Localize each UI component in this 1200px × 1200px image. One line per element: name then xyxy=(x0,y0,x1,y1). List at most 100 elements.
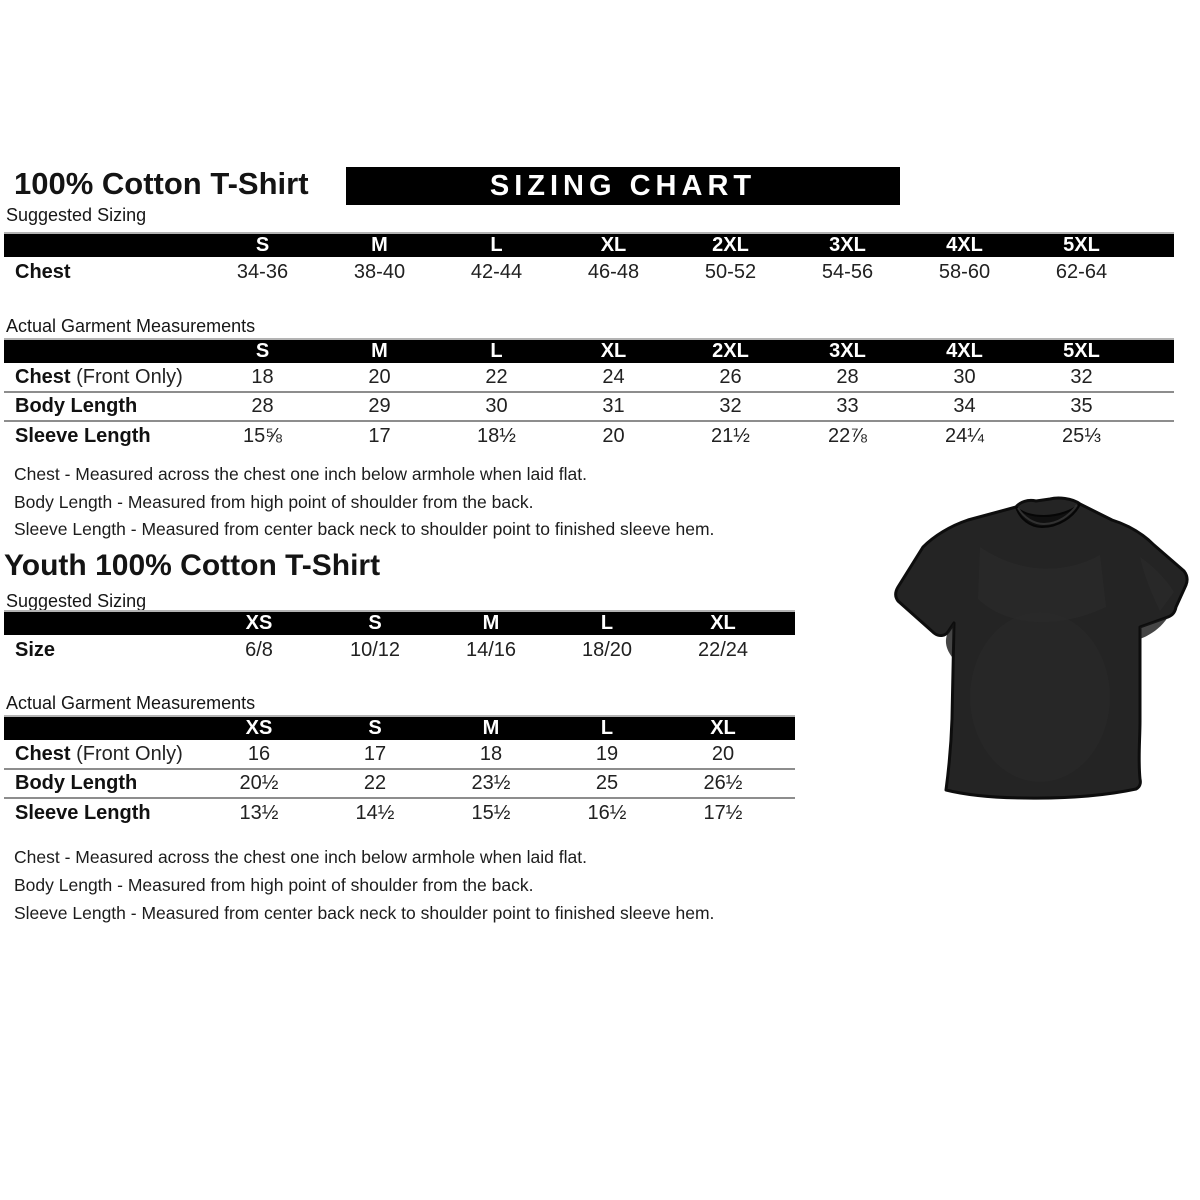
size-column-header: 4XL xyxy=(906,233,1023,257)
size-column-header: M xyxy=(321,233,438,257)
measurement-cell: 22 xyxy=(317,768,433,798)
measurement-cell: 34 xyxy=(906,391,1023,421)
measurement-cell: 15½ xyxy=(433,797,549,827)
measurement-cell: 22⅞ xyxy=(789,420,906,450)
measurement-row: Chest 34-36 38-40 42-44 46-48 50-52 54-56 58-60… xyxy=(4,257,1174,288)
measurement-cell: 22/24 xyxy=(697,639,749,661)
adult-actual-measurements-table: S M L XL 2XL 3XL 4XL 5XL Chest (Front Only) 18 20 2… xyxy=(4,338,1174,450)
measurement-cell: 16 xyxy=(247,742,271,765)
size-column-header: S xyxy=(317,611,433,635)
size-column-header: 5XL xyxy=(1023,339,1140,363)
adult-actual-measurements-label: Actual Garment Measurements xyxy=(6,316,256,336)
note-body-length-definition: Body Length - Measured from high point o… xyxy=(14,875,534,895)
size-column-header: L xyxy=(438,233,555,257)
measurement-cell: 20½ xyxy=(201,768,317,798)
size-column-header: 3XL xyxy=(789,339,906,363)
measurement-cell: 19 xyxy=(595,742,619,765)
header-spacer xyxy=(4,611,201,635)
measurement-row: Body Length 28 29 30 31 32 33 34 35 xyxy=(4,391,1174,421)
measurement-cell: 14/16 xyxy=(465,639,517,661)
measurement-cell: 32 xyxy=(672,391,789,421)
measurement-cell: 13½ xyxy=(201,797,317,827)
measurement-cell: 25 xyxy=(549,768,665,798)
cell-spacer xyxy=(781,740,795,769)
header-spacer xyxy=(1140,339,1174,363)
size-column-header: L xyxy=(549,611,665,635)
size-column-header: S xyxy=(204,339,321,363)
size-column-header: 4XL xyxy=(906,339,1023,363)
measurement-row: Chest (Front Only) 16 17 18 19 20 xyxy=(4,740,795,769)
measurement-cell: 10/12 xyxy=(349,639,401,661)
size-column-header: XL xyxy=(555,233,672,257)
note-body-length-definition: Body Length - Measured from high point o… xyxy=(14,492,534,512)
measurement-cell: 18/20 xyxy=(581,639,633,661)
sizing-chart-banner: SIZING CHART xyxy=(346,167,900,205)
measurement-cell: 24¼ xyxy=(906,420,1023,450)
measurement-row: Sleeve Length 13½ 14½ 15½ 16½ 17½ xyxy=(4,797,795,827)
cell-spacer xyxy=(1140,363,1174,392)
size-column-header: XS xyxy=(201,716,317,740)
measurement-cell: 6/8 xyxy=(245,639,273,661)
youth-suggested-sizing-label: Suggested Sizing xyxy=(6,591,147,611)
row-label: Chest xyxy=(15,261,71,283)
cell-spacer xyxy=(1140,391,1174,421)
size-column-header: 2XL xyxy=(672,233,789,257)
header-spacer xyxy=(781,716,795,740)
measurement-cell: 18½ xyxy=(438,420,555,450)
cell-spacer xyxy=(781,797,795,827)
note-sleeve-length-definition: Sleeve Length - Measured from center bac… xyxy=(14,903,715,923)
measurement-cell: 33 xyxy=(789,391,906,421)
measurement-row: Body Length 20½ 22 23½ 25 26½ xyxy=(4,768,795,798)
header-spacer xyxy=(4,233,204,257)
row-label: Chest (Front Only) xyxy=(15,742,183,765)
size-column-header: XS xyxy=(201,611,317,635)
measurement-cell: 50-52 xyxy=(704,261,757,283)
header-spacer xyxy=(781,611,795,635)
measurement-row: Chest (Front Only) 18 20 22 24 26 28 30 32 xyxy=(4,363,1174,392)
youth-suggested-sizing-table: XS S M L XL Size 6/8 10/12 14/16 18/20 22/24 xyxy=(4,610,795,666)
adult-suggested-sizing-label: Suggested Sizing xyxy=(6,205,147,225)
note-chest-definition: Chest - Measured across the chest one in… xyxy=(14,464,587,484)
measurement-cell: 25⅓ xyxy=(1023,420,1140,450)
row-label: Chest (Front Only) xyxy=(15,365,183,388)
page-title: 100% Cotton T-Shirt xyxy=(14,166,309,201)
measurement-cell: 24 xyxy=(602,365,625,388)
measurement-cell: 21½ xyxy=(672,420,789,450)
youth-actual-measurements-table: XS S M L XL Chest (Front Only) 16 17 18 19 20 Body … xyxy=(4,715,795,827)
tshirt-illustration xyxy=(894,496,1189,800)
measurement-cell: 20 xyxy=(711,742,735,765)
header-spacer xyxy=(4,339,204,363)
note-chest-definition: Chest - Measured across the chest one in… xyxy=(14,847,587,867)
measurement-cell: 30 xyxy=(438,391,555,421)
measurement-cell: 18 xyxy=(479,742,503,765)
measurement-cell: 58-60 xyxy=(938,261,991,283)
adult-suggested-sizing-table: S M L XL 2XL 3XL 4XL 5XL Chest 34-36 38-40 42-44 46-… xyxy=(4,232,1174,288)
measurement-cell: 17 xyxy=(321,420,438,450)
measurement-row: Sleeve Length 15⅝ 17 18½ 20 21½ 22⅞ 24¼ 25⅓ xyxy=(4,420,1174,450)
measurement-cell: 34-36 xyxy=(236,261,289,283)
size-column-header: L xyxy=(549,716,665,740)
tshirt-photo xyxy=(890,487,1190,805)
measurement-row: Size 6/8 10/12 14/16 18/20 22/24 xyxy=(4,635,795,666)
measurement-cell: 16½ xyxy=(549,797,665,827)
measurement-cell: 35 xyxy=(1023,391,1140,421)
row-label: Sleeve Length xyxy=(4,420,204,450)
measurement-cell: 17 xyxy=(363,742,387,765)
measurement-cell: 30 xyxy=(953,365,976,388)
note-sleeve-length-definition: Sleeve Length - Measured from center bac… xyxy=(14,519,715,539)
measurement-cell: 42-44 xyxy=(470,261,523,283)
measurement-cell: 28 xyxy=(836,365,859,388)
size-column-header: 5XL xyxy=(1023,233,1140,257)
measurement-cell: 38-40 xyxy=(353,261,406,283)
size-column-header: M xyxy=(433,611,549,635)
measurement-cell: 22 xyxy=(485,365,508,388)
size-column-header: M xyxy=(433,716,549,740)
measurement-cell: 20 xyxy=(555,420,672,450)
measurement-cell: 17½ xyxy=(665,797,781,827)
size-column-header: 3XL xyxy=(789,233,906,257)
size-column-header: XL xyxy=(665,716,781,740)
measurement-cell: 18 xyxy=(251,365,274,388)
row-label: Body Length xyxy=(4,391,204,421)
youth-actual-measurements-label: Actual Garment Measurements xyxy=(6,693,256,713)
